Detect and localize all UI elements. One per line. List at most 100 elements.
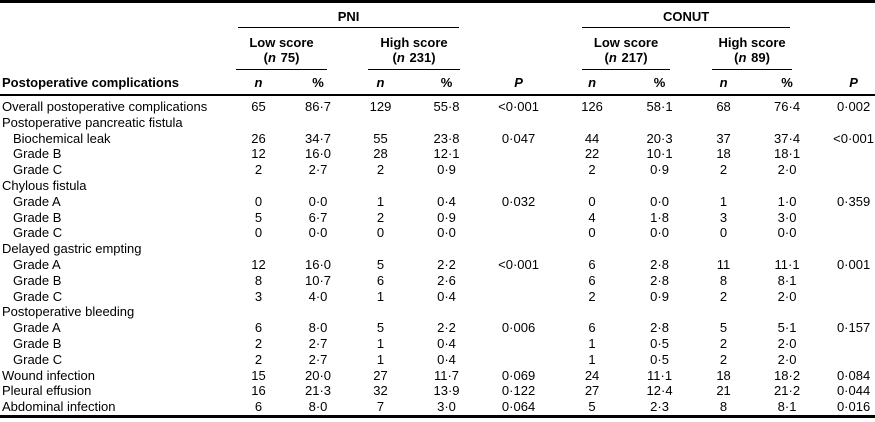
- value-cell: 5: [588, 399, 596, 415]
- value-cell: 0·9: [650, 288, 669, 304]
- value-cell: 10·1: [646, 146, 673, 162]
- value-cell: 2: [376, 209, 385, 225]
- row-label: Abdominal infection: [2, 399, 116, 415]
- value-cell: [287, 241, 349, 257]
- value-cell: 0·064: [501, 399, 536, 415]
- value-cell: [818, 225, 875, 241]
- subgroup-count: 75: [280, 50, 296, 65]
- value-cell: [481, 178, 556, 194]
- table-header: PNI CONUT Low score (n 75) High score (n 2…: [0, 2, 875, 96]
- section-row: Postoperative pancreatic fistula: [0, 115, 875, 131]
- value-cell: 126: [581, 99, 603, 114]
- value-cell: [481, 210, 556, 226]
- value-cell: 12·1: [433, 146, 460, 162]
- row-label: Overall postoperative complications: [2, 99, 208, 114]
- row-label: Grade B: [13, 209, 62, 225]
- value-cell: [287, 178, 349, 194]
- value-cell: 6: [588, 272, 596, 288]
- value-cell: 8: [719, 399, 728, 415]
- value-cell: 2: [719, 351, 728, 367]
- value-cell: 1: [376, 351, 385, 367]
- value-cell: 2·0: [777, 288, 797, 304]
- value-cell: 15: [251, 367, 266, 383]
- row-label: Chylous fistula: [2, 177, 87, 193]
- value-cell: 2·8: [650, 272, 669, 288]
- value-cell: 2·7: [308, 335, 328, 351]
- value-cell: 6: [588, 256, 596, 272]
- value-cell: 0·9: [437, 162, 456, 178]
- value-cell: 76·4: [774, 99, 801, 114]
- value-cell: [818, 178, 875, 194]
- value-cell: 2·2: [437, 256, 456, 272]
- table-body: Overall postoperative complications 65 86·…: [0, 95, 875, 416]
- value-cell: 55: [373, 130, 388, 146]
- value-cell: 0·0: [777, 225, 797, 241]
- value-cell: 2·8: [650, 320, 669, 336]
- value-cell: 6: [376, 272, 385, 288]
- value-cell: [412, 115, 481, 131]
- value-cell: [818, 115, 875, 131]
- value-cell: [481, 115, 556, 131]
- value-cell: 13·9: [433, 383, 460, 399]
- value-cell: 11·1: [774, 256, 800, 272]
- value-cell: [230, 241, 287, 257]
- value-cell: [230, 178, 287, 194]
- value-cell: 2·0: [777, 335, 797, 351]
- value-cell: [481, 225, 556, 241]
- value-cell: 0·0: [437, 225, 456, 241]
- value-cell: 11: [716, 256, 731, 272]
- value-cell: 8·0: [308, 399, 328, 415]
- col-header-pct-pni-high: %: [412, 70, 482, 96]
- value-cell: 5: [376, 256, 385, 272]
- value-cell: 6: [254, 320, 263, 336]
- value-cell: [756, 241, 818, 257]
- value-cell: 4·0: [308, 288, 328, 304]
- value-cell: [481, 146, 556, 162]
- value-cell: 1: [376, 288, 385, 304]
- value-cell: 18·2: [774, 367, 801, 383]
- value-cell: 0: [719, 225, 728, 241]
- value-cell: 16: [251, 383, 266, 399]
- value-cell: [412, 304, 481, 320]
- value-cell: 21·3: [304, 383, 332, 399]
- value-cell: 37: [716, 130, 731, 146]
- table-row: Abdominal infection 6 8·0 7 3·0 0·064 5 2·3 8 8·1…: [0, 399, 875, 416]
- table-row: Grade B 2 2·7 1 0·4 1 0·5 2 2·0: [0, 336, 875, 352]
- value-cell: 2·3: [650, 399, 669, 415]
- value-cell: [756, 304, 818, 320]
- subgroup-label: High score: [380, 35, 448, 50]
- stub-spacer: [0, 28, 230, 70]
- table-row: Grade A 0 0·0 1 0·4 0·032 0 0·0 1 1·0 0·359: [0, 194, 875, 210]
- value-cell: 2·6: [437, 272, 456, 288]
- value-cell: [412, 178, 481, 194]
- row-label: Grade A: [13, 256, 61, 272]
- value-cell: 58·1: [646, 99, 673, 114]
- value-cell: [628, 115, 691, 131]
- row-label: Grade A: [13, 320, 61, 336]
- value-cell: [230, 304, 287, 320]
- value-cell: 8·0: [308, 320, 328, 336]
- value-cell: 2: [719, 162, 728, 178]
- value-cell: 37·4: [774, 130, 801, 146]
- table-row: Grade B 5 6·7 2 0·9 4 1·8 3 3·0: [0, 210, 875, 226]
- value-cell: 1: [588, 335, 596, 351]
- value-cell: [349, 115, 412, 131]
- value-cell: [628, 241, 691, 257]
- value-cell: 0·122: [501, 383, 536, 399]
- value-cell: 2·0: [777, 162, 797, 178]
- value-cell: 0: [376, 225, 385, 241]
- value-cell: [818, 146, 875, 162]
- value-cell: 0·0: [308, 225, 328, 241]
- value-cell: 1: [719, 193, 728, 209]
- col-header-pct-conut-low: %: [628, 70, 692, 96]
- value-cell: 28: [373, 146, 388, 162]
- value-cell: 2: [254, 335, 263, 351]
- value-cell: 12: [251, 146, 266, 162]
- value-cell: [691, 304, 756, 320]
- value-cell: 8·1: [777, 272, 797, 288]
- value-cell: 2: [254, 351, 263, 367]
- col-header-pct-pni-low: %: [287, 70, 349, 96]
- value-cell: [628, 304, 691, 320]
- value-cell: 2·8: [650, 256, 669, 272]
